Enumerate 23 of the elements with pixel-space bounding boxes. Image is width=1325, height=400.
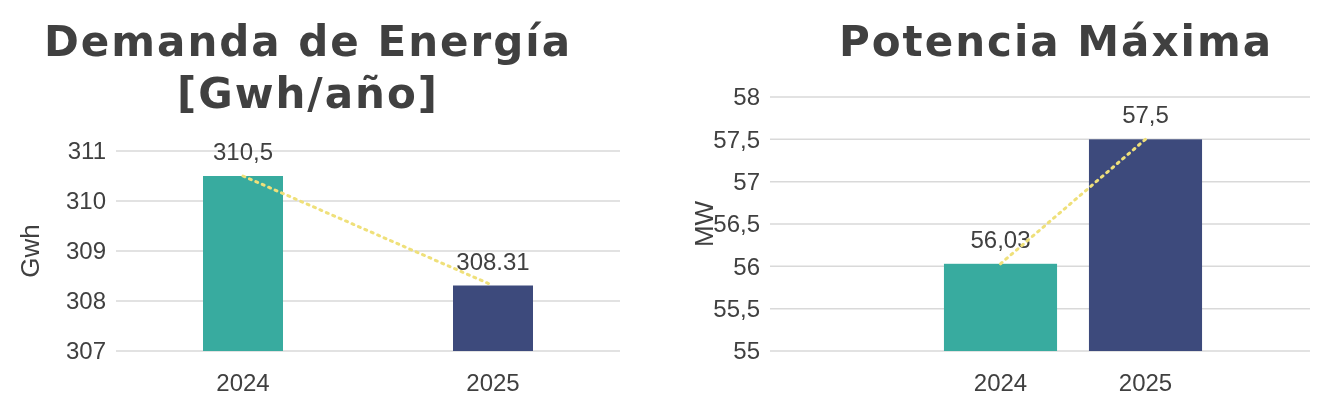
y-tick-label: 56 — [733, 252, 760, 280]
chart-title: Demanda de Energía [Gwh/año] — [43, 17, 573, 118]
x-tick-label: 2024 — [216, 369, 270, 396]
x-tick-label: 2025 — [466, 369, 520, 396]
x-tick-label: 2024 — [973, 369, 1028, 396]
data-label: 308.31 — [456, 247, 530, 275]
y-tick-label: 307 — [65, 337, 106, 365]
y-tick-label: 309 — [65, 237, 106, 265]
y-tick-label: 55 — [733, 337, 760, 365]
y-tick-label: 310 — [65, 187, 106, 215]
y-tick-label: 56,5 — [713, 210, 760, 238]
x-tick-label: 2025 — [1118, 369, 1173, 396]
y-tick-label: 308 — [65, 287, 106, 315]
y-tick-label: 55,5 — [713, 295, 760, 323]
chart-title: Potencia Máxima — [838, 17, 1274, 66]
data-label: 56,03 — [970, 225, 1031, 253]
y-tick-label: 58 — [733, 83, 760, 111]
y-tick-label: 57 — [733, 168, 760, 196]
data-label: 57,5 — [1122, 101, 1169, 129]
data-label: 310,5 — [212, 138, 274, 165]
y-tick-label: 57,5 — [713, 125, 760, 153]
y-axis-title: Gwh — [15, 224, 46, 278]
y-tick-label: 311 — [67, 137, 106, 165]
